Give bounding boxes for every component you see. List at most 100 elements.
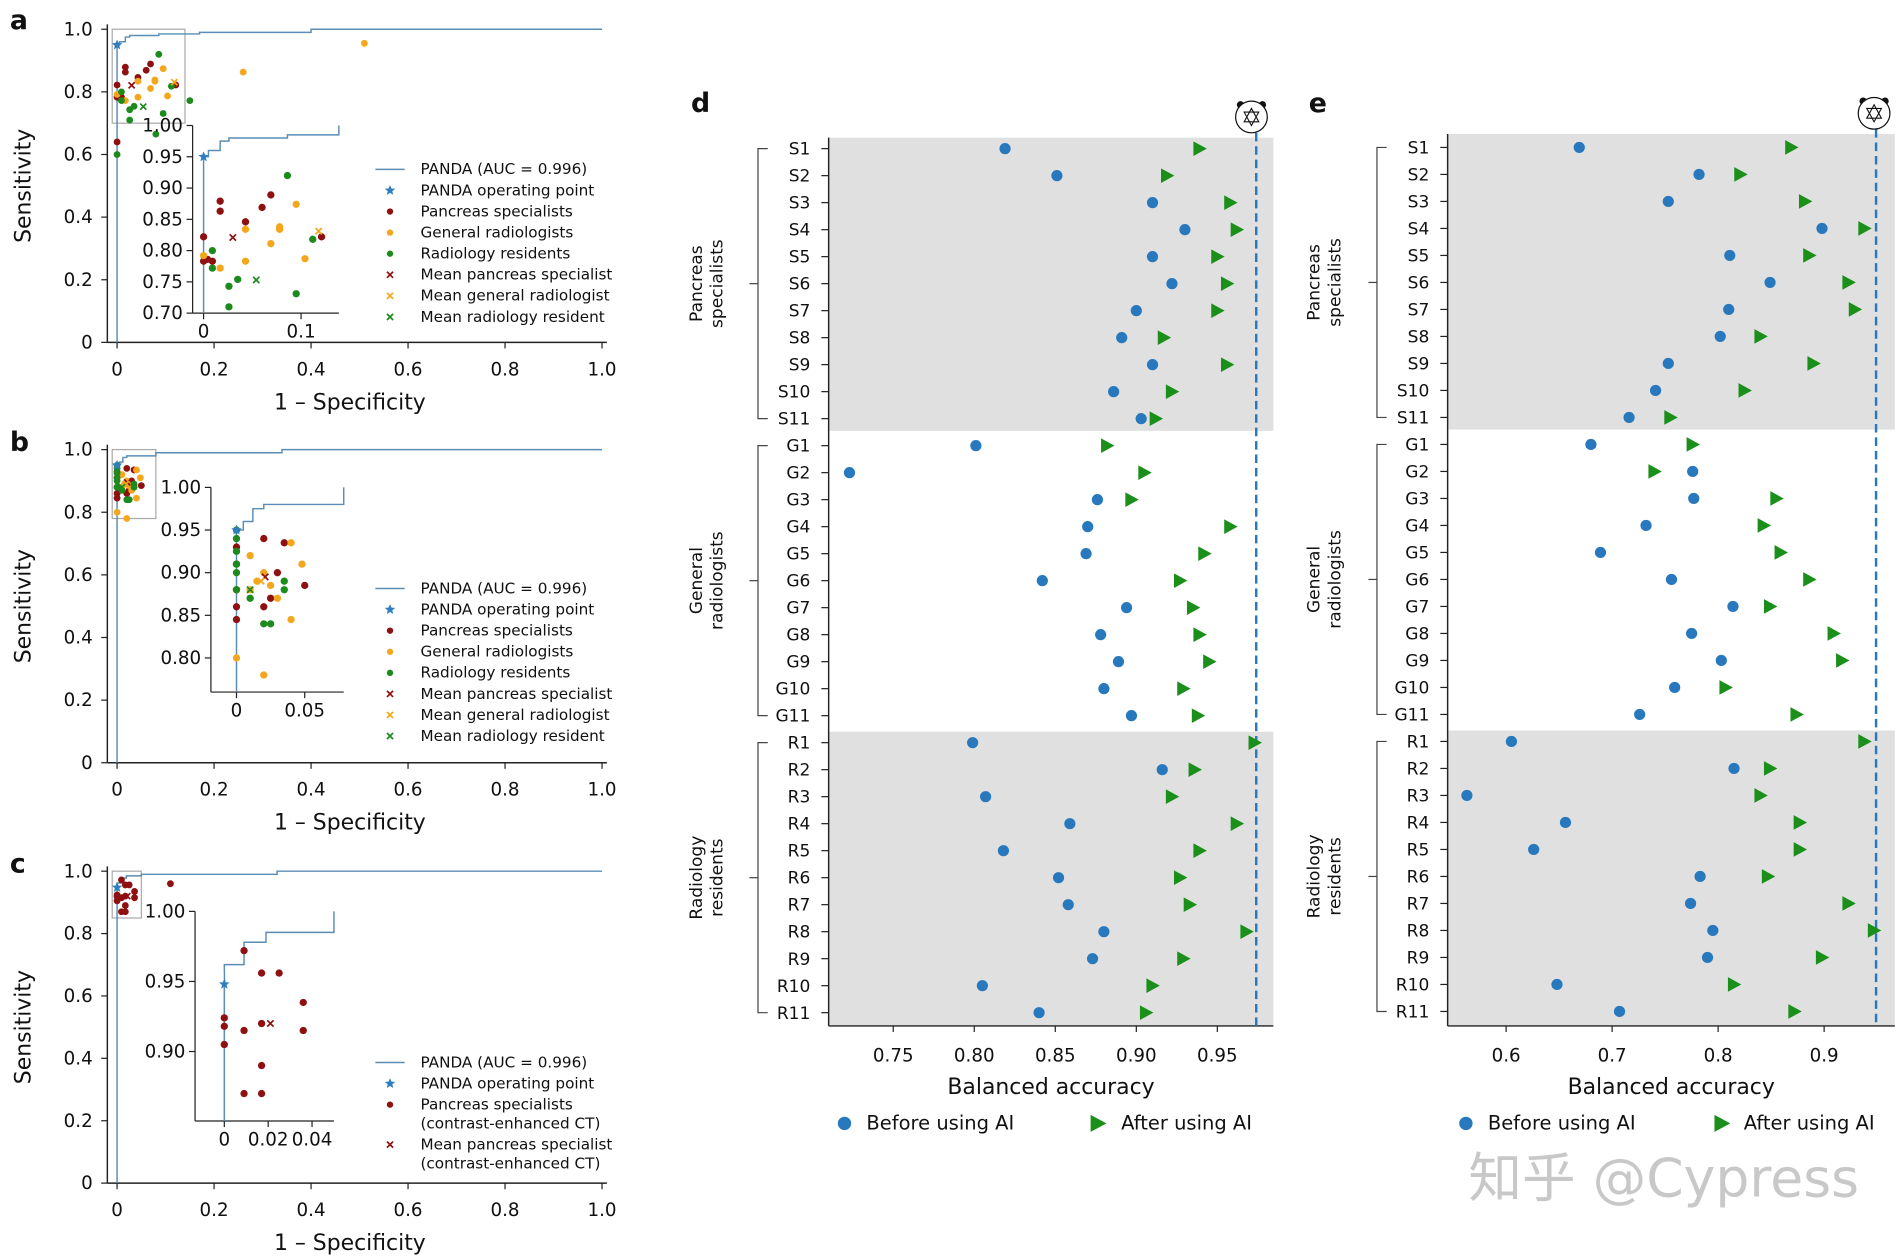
before-ai-marker [1120, 602, 1133, 614]
after-ai-marker [1770, 491, 1784, 506]
reader-label: S10 [1397, 382, 1430, 402]
group-label-line2: residents [1325, 837, 1345, 916]
general-point-inset [287, 539, 295, 547]
group-label-line2: specialists [708, 239, 728, 328]
after-ai-marker [1734, 167, 1748, 182]
general-point [134, 77, 142, 85]
pancreas-point-inset [299, 998, 307, 1007]
before-ai-marker [999, 143, 1011, 155]
x-tick-label: 0.6 [394, 359, 423, 380]
group-label-line2: radiologists [708, 531, 728, 630]
pancreas-point-inset [216, 207, 224, 215]
resident-point-inset [225, 303, 233, 311]
reader-label: G2 [786, 464, 810, 484]
before-ai-marker [1665, 573, 1678, 586]
legend-dot-swatch [386, 208, 394, 215]
y-axis-label: Sensitivity [12, 129, 37, 243]
reader-label: S6 [789, 275, 811, 295]
resident-point [130, 102, 138, 110]
reader-label: R9 [1407, 949, 1430, 969]
group-label-line2: radiologists [1325, 530, 1345, 629]
roc-panel-b: 0 0.2 0.4 0.6 0.8 1.000.20.40.60.81.01 – Spec… [12, 440, 617, 836]
before-ai-marker [1728, 762, 1740, 775]
pancreas-point-inset [258, 203, 266, 212]
after-ai-marker [1248, 735, 1262, 750]
legend-label-line2: (contrast-enhanced CT) [420, 1114, 600, 1132]
inset-y-tick-label: 0.90 [142, 178, 183, 199]
general-point-inset [241, 225, 250, 233]
y-tick-label: 1.0 [64, 861, 93, 882]
y-tick-label: 0.8 [64, 924, 93, 945]
reader-label: S3 [1408, 193, 1430, 213]
pancreas-point-inset [208, 257, 217, 265]
mean-general-marker-inset [257, 577, 265, 585]
inset-a: 0.70 0.75 0.80 0.85 0.90 0.95 1.00 0 0.1 [142, 116, 340, 343]
before-ai-marker [1125, 710, 1138, 722]
before-ai-marker [1623, 411, 1635, 424]
before-ai-marker [1613, 1005, 1626, 1018]
general-point-inset [199, 251, 208, 260]
pancreas-point [167, 880, 174, 888]
legend-cross-swatch [386, 271, 394, 279]
before-ai-marker [1082, 521, 1094, 533]
resident-point [118, 97, 125, 105]
after-ai-marker [1203, 654, 1217, 669]
x-tick-label: 0.8 [491, 780, 520, 801]
group-radiology-residents: Radiology residents R1 R2 R3 R4 R5 R6 R7 R8 R9 R10 R… [1305, 733, 1882, 1023]
reader-label: S5 [789, 248, 811, 268]
legend-label: Pancreas specialists [420, 1096, 572, 1114]
before-ai-marker [1146, 197, 1159, 209]
before-ai-marker [1687, 465, 1699, 478]
x-tick-label: 1.0 [587, 780, 616, 801]
group-label-line1: Radiology [1305, 834, 1325, 918]
legend-label: Pancreas specialists [420, 202, 572, 220]
pancreas-point-inset [257, 1061, 266, 1070]
pancreas-point-inset [240, 946, 248, 955]
reader-label: G9 [1405, 652, 1429, 672]
pancreas-point [113, 897, 121, 905]
pancreas-point [113, 490, 121, 497]
panda-operating-point-inset [231, 524, 242, 535]
reader-label: R2 [788, 761, 811, 781]
pancreas-point-inset [220, 1040, 228, 1049]
mean-general-marker-inset [314, 227, 323, 235]
resident-point [113, 469, 121, 477]
group-bracket [1376, 146, 1387, 419]
before-ai-marker [1051, 170, 1063, 182]
legend-label: Mean general radiologist [420, 287, 609, 305]
after-ai-marker [1754, 329, 1768, 344]
inset-roc-curve [202, 125, 340, 314]
pancreas-point-inset [216, 197, 224, 205]
y-tick-label: 0.4 [64, 1048, 93, 1069]
after-ai-marker [1101, 438, 1115, 453]
before-ai-marker [843, 467, 856, 479]
reader-label: R2 [1407, 760, 1430, 780]
resident-point-inset [309, 235, 317, 243]
before-ai-marker [1080, 548, 1092, 560]
inset-y-tick-label: 0.85 [160, 605, 201, 626]
roc-panel-c: 0 0.2 0.4 0.6 0.8 1.000.20.40.60.81.01 – Spec… [12, 861, 617, 1256]
group-label-line1: Pancreas [687, 245, 707, 322]
legend-cross-swatch [386, 690, 394, 698]
group-label-line1: Radiology [687, 836, 707, 920]
group-label-line1: General [687, 547, 707, 614]
general-point [159, 65, 167, 73]
after-ai-marker [1785, 140, 1799, 155]
reader-label: R7 [788, 896, 811, 916]
y-tick-label: 0.2 [64, 690, 93, 711]
pancreas-point-inset [220, 1022, 228, 1030]
legend-before-label: Before using AI [866, 1112, 1014, 1135]
inset-y-tick-label: 1.00 [142, 116, 183, 137]
after-ai-marker [1848, 302, 1863, 317]
before-ai-marker [1108, 386, 1120, 398]
reader-label: S7 [789, 302, 811, 322]
x-tick-label: 0.75 [873, 1045, 914, 1066]
before-ai-marker [1693, 168, 1705, 181]
resident-point [159, 110, 167, 117]
panda-logo-icon [1857, 96, 1891, 130]
after-ai-marker [1648, 464, 1662, 479]
pancreas-point [142, 66, 150, 74]
reader-label: R7 [1407, 895, 1430, 915]
inset-y-tick-label: 0.80 [160, 648, 201, 669]
general-point [123, 515, 131, 522]
